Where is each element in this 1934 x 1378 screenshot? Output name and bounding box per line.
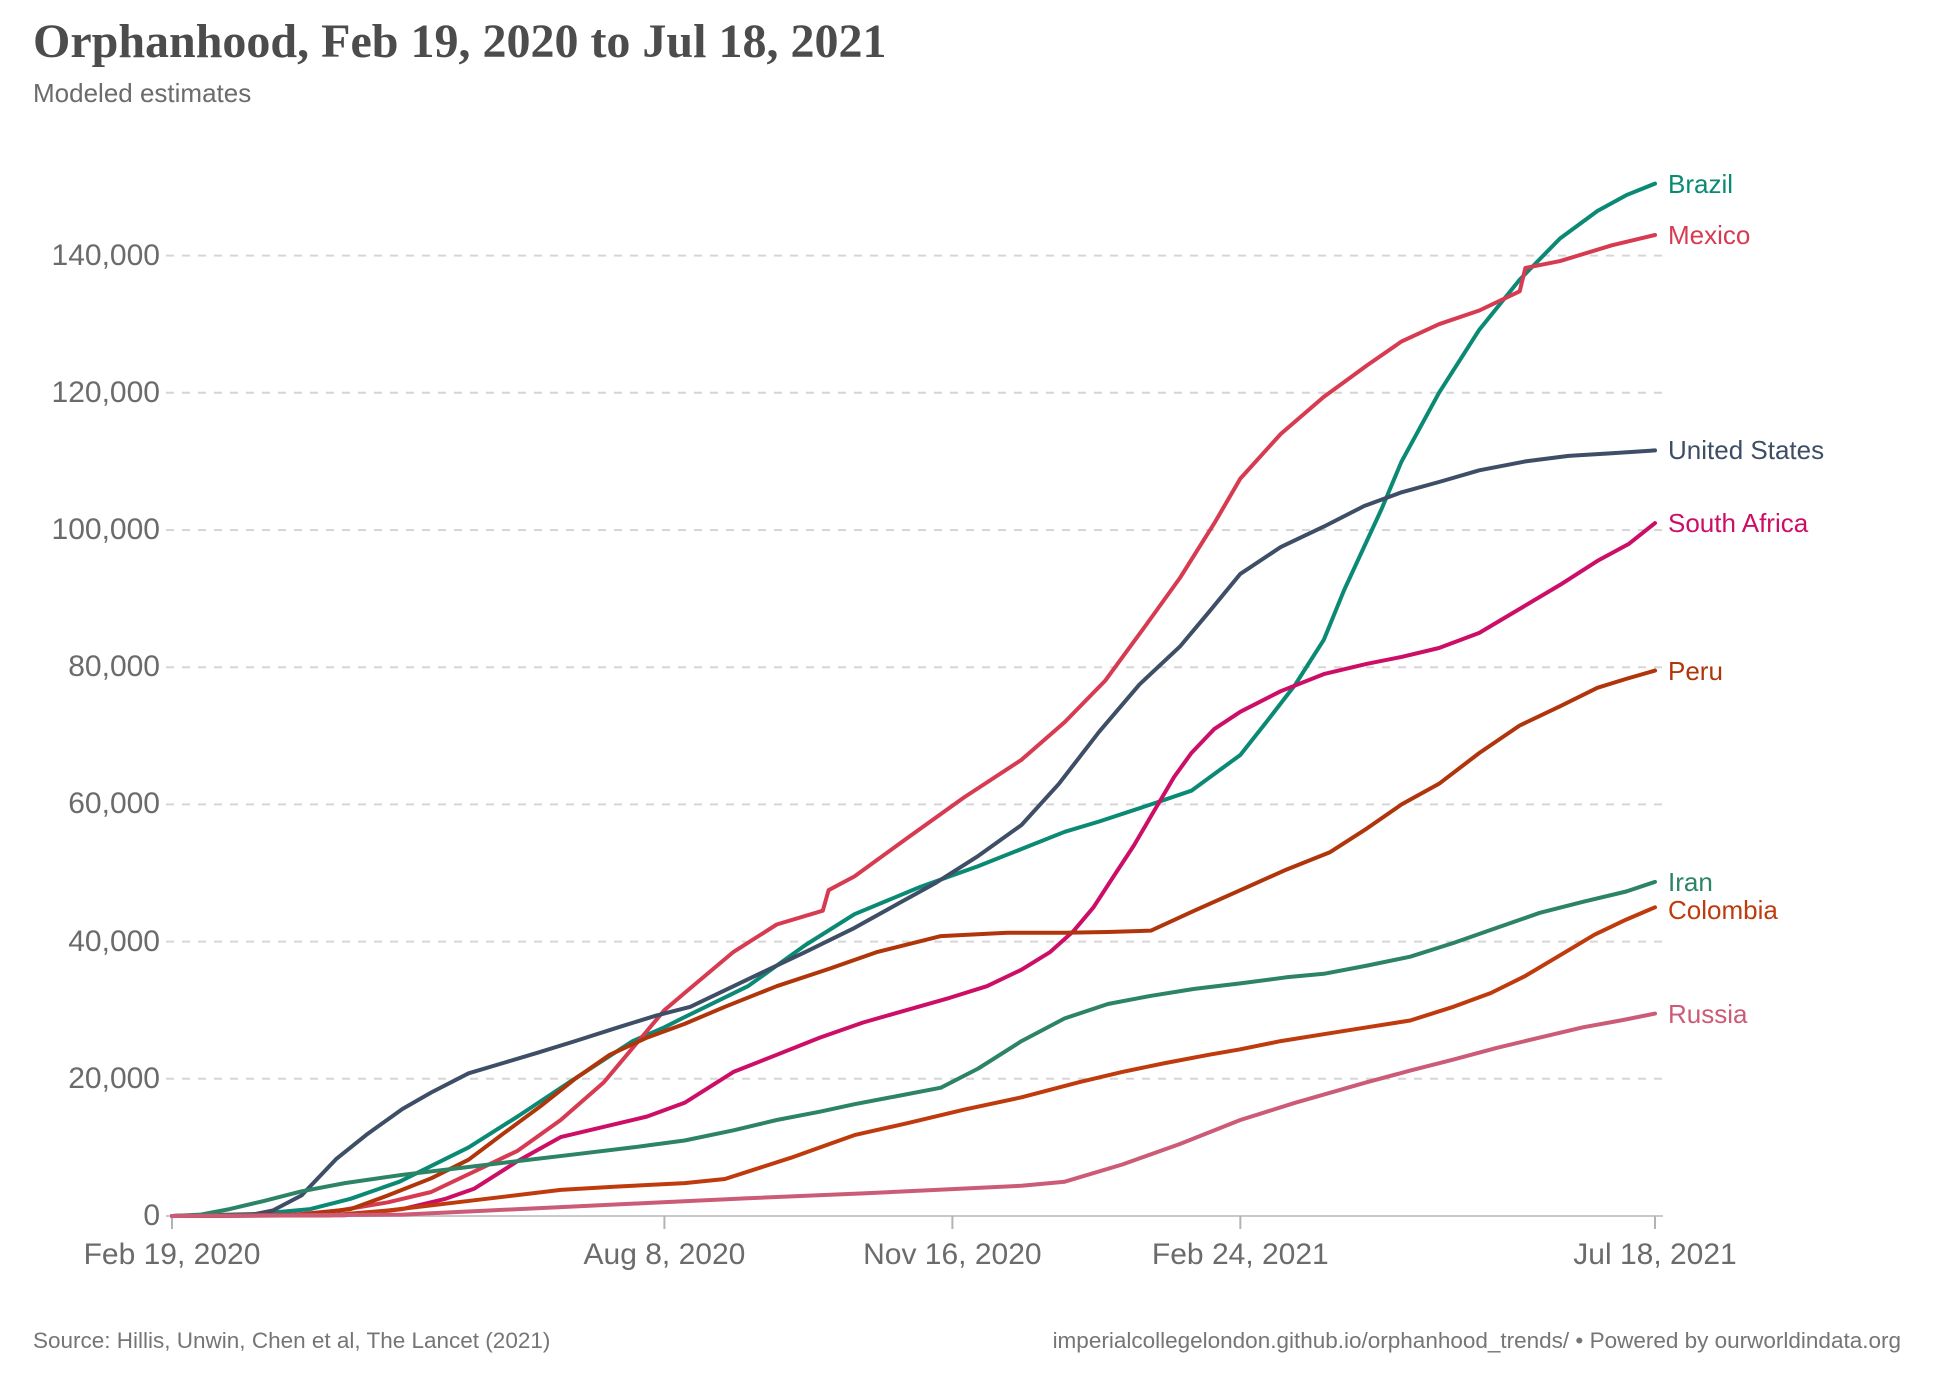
x-tick-label: Feb 24, 2021 [1151, 1238, 1329, 1271]
x-tick-label: Nov 16, 2020 [863, 1238, 1042, 1271]
y-tick-label: 140,000 [51, 238, 160, 272]
series-line-brazil [170, 181, 1657, 1218]
series-line-colombia [170, 905, 1657, 1218]
x-tick-label: Aug 8, 2020 [583, 1238, 746, 1271]
series-label-mexico: Mexico [1668, 220, 1751, 251]
x-tick-label: Feb 19, 2020 [83, 1238, 261, 1271]
source-note: Source: Hillis, Unwin, Chen et al, The L… [33, 1328, 551, 1353]
series-line-russia [170, 1011, 1657, 1218]
y-tick-label: 100,000 [51, 513, 160, 546]
page-title: Orphanhood, Feb 19, 2020 to Jul 18, 2021 [33, 15, 887, 68]
series-label-united-states: United States [1668, 435, 1825, 466]
attribution-link: imperialcollegelondon.github.io/orphanho… [1052, 1328, 1901, 1353]
series-label-colombia: Colombia [1668, 894, 1778, 925]
y-tick-label: 40,000 [68, 924, 160, 958]
series-label-south-africa: South Africa [1668, 508, 1809, 539]
series-label-russia: Russia [1668, 998, 1748, 1029]
series-line-mexico [170, 233, 1657, 1218]
series-label-iran: Iran [1668, 866, 1713, 897]
y-tick-label: 0 [143, 1199, 160, 1232]
series-label-brazil: Brazil [1668, 168, 1734, 199]
series-line-peru [170, 668, 1657, 1218]
y-tick-label: 20,000 [68, 1061, 160, 1095]
series-line-iran [170, 879, 1657, 1218]
chart-footer: Source: Hillis, Unwin, Chen et al, The L… [33, 1328, 1901, 1354]
y-tick-label: 60,000 [68, 787, 160, 821]
series-label-peru: Peru [1668, 655, 1723, 686]
series-line-south-africa [170, 521, 1657, 1218]
chart-subtitle: Modeled estimates [33, 78, 252, 108]
series-line-united-states [170, 448, 1657, 1218]
x-tick-label: Jul 18, 2021 [1573, 1238, 1737, 1271]
y-tick-label: 80,000 [68, 650, 160, 684]
y-tick-label: 120,000 [51, 375, 160, 409]
